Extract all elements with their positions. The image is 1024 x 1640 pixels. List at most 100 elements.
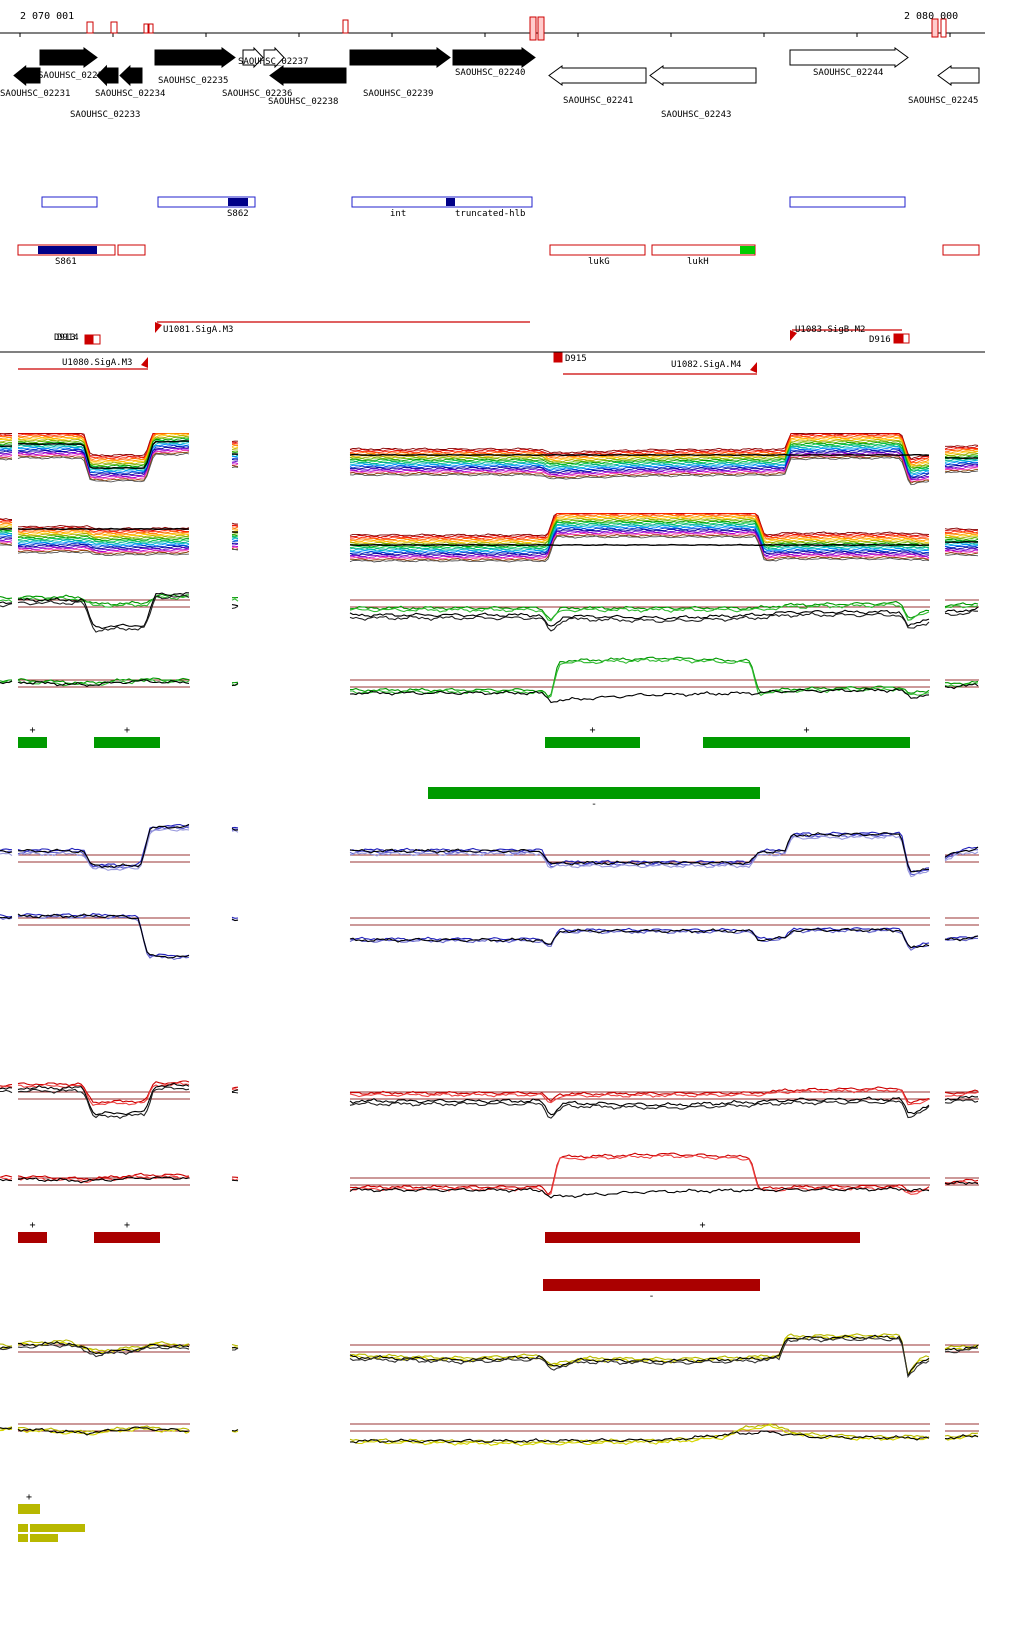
condition-fwd-red-A-line — [349, 1096, 930, 1116]
all-conditions-rev-line — [231, 539, 239, 541]
gene-label: SAOUHSC_02233 — [70, 110, 141, 120]
red-feature-row-filled-segment — [38, 246, 97, 254]
red-feature-row-box[interactable] — [117, 244, 146, 256]
tss-flag[interactable] — [790, 330, 797, 341]
all-conditions-fwd-line — [231, 465, 239, 467]
all-conditions-rev-line — [944, 553, 979, 557]
all-conditions-rev-line — [944, 549, 979, 553]
all-conditions-fwd-line — [17, 443, 190, 473]
feature-label: int — [390, 209, 407, 219]
ruler-terminator-marker[interactable] — [537, 16, 545, 41]
gene-label: SAOUHSC_02231 — [0, 89, 71, 99]
ruler-terminator-marker[interactable] — [143, 23, 149, 34]
ruler-terminator-marker[interactable] — [86, 21, 94, 34]
ruler-terminator-marker[interactable] — [148, 23, 154, 34]
gene-arrow[interactable] — [349, 47, 451, 68]
all-conditions-fwd-line — [944, 447, 978, 451]
gene-arrow[interactable] — [269, 65, 347, 86]
green-plus-segments-bar[interactable] — [545, 737, 640, 748]
gene-arrow[interactable] — [452, 47, 536, 68]
terminator-marker[interactable] — [893, 333, 903, 344]
all-conditions-rev-line — [349, 513, 930, 541]
condition-rev-blue-B-line — [0, 916, 13, 920]
gene-arrow[interactable] — [937, 65, 980, 86]
red-feature-row-box[interactable] — [651, 244, 756, 256]
all-conditions-rev-line — [944, 531, 979, 535]
blue-feature-row-box[interactable] — [41, 196, 98, 208]
yellow-plus-segment-bar[interactable] — [18, 1504, 40, 1514]
all-conditions-fwd-line — [349, 444, 930, 474]
yellow-extra-row-2-bar[interactable] — [18, 1534, 28, 1542]
all-conditions-fwd-line — [349, 439, 930, 468]
all-conditions-rev-line — [349, 517, 930, 545]
ruler-terminator-marker[interactable] — [529, 16, 537, 41]
all-conditions-rev-line — [17, 546, 190, 553]
terminator-marker[interactable] — [553, 352, 563, 363]
green-plus-segments-bar[interactable] — [18, 737, 47, 748]
gene-arrow[interactable] — [96, 64, 119, 87]
ruler-terminator-marker[interactable] — [110, 21, 118, 34]
condition-rev-blue-A-line — [349, 833, 930, 876]
all-conditions-rev-line — [0, 544, 13, 547]
all-conditions-fwd-line — [0, 452, 13, 455]
red-feature-row-box[interactable] — [549, 244, 646, 256]
all-conditions-fwd-line — [18, 437, 190, 468]
terminator-marker[interactable] — [84, 334, 93, 345]
tss-flag[interactable] — [750, 362, 757, 373]
all-conditions-rev-line — [17, 527, 190, 531]
red-plus-segments-bar[interactable] — [545, 1232, 860, 1243]
all-conditions-fwd-line — [0, 454, 13, 457]
condition-fwd-red-A-line — [17, 1086, 190, 1119]
green-minus-segment-bar[interactable] — [428, 787, 760, 799]
tss-flag[interactable] — [155, 322, 162, 333]
gene-arrow[interactable] — [154, 47, 236, 68]
yellow-extra-row-2-bar[interactable] — [30, 1534, 58, 1542]
gene-arrow[interactable] — [242, 46, 264, 69]
tss-flag[interactable] — [141, 357, 148, 368]
condition-yellow-A-line — [0, 1343, 13, 1347]
yellow-extra-row-1-bar[interactable] — [30, 1524, 85, 1532]
all-conditions-fwd-line — [944, 453, 979, 458]
gene-arrow[interactable] — [548, 65, 647, 86]
all-conditions-fwd-line — [349, 452, 930, 481]
gene-arrow[interactable] — [263, 46, 285, 69]
all-conditions-rev-line — [944, 536, 979, 539]
all-conditions-rev-line — [944, 530, 979, 534]
gene-arrow[interactable] — [649, 65, 757, 86]
blue-feature-row-box[interactable] — [351, 196, 533, 208]
tss-label: U1081.SigA.M3 — [163, 325, 234, 335]
blue-feature-row-box[interactable] — [789, 196, 906, 208]
blue-feature-row-box[interactable] — [157, 196, 256, 208]
condition-rev-blue-A-line — [0, 848, 13, 852]
gene-arrow[interactable] — [13, 64, 41, 87]
all-conditions-rev-line — [17, 535, 189, 542]
red-minus-segment-bar[interactable] — [543, 1279, 760, 1291]
terminator-marker[interactable] — [902, 333, 910, 344]
red-plus-segments-bar[interactable] — [18, 1232, 47, 1243]
all-conditions-rev-line — [231, 526, 239, 529]
condition-fwd-green-A-line — [17, 592, 190, 630]
gene-arrow[interactable] — [39, 47, 98, 68]
gene-arrow[interactable] — [789, 47, 909, 68]
all-conditions-rev-line — [0, 520, 13, 523]
all-conditions-rev-line — [349, 531, 930, 559]
all-conditions-rev-line — [17, 538, 190, 544]
gene-label: SAOUHSC_02232 — [38, 71, 109, 81]
all-conditions-rev-line — [0, 519, 13, 522]
red-feature-row-box[interactable] — [942, 244, 980, 256]
all-conditions-rev-line — [0, 540, 13, 542]
terminator-marker[interactable] — [92, 334, 101, 345]
ruler-terminator-marker[interactable] — [931, 18, 939, 38]
green-plus-segments-bar[interactable] — [703, 737, 910, 748]
all-conditions-rev-line — [0, 538, 13, 541]
green-plus-segments-bar[interactable] — [94, 737, 160, 748]
ruler-terminator-marker[interactable] — [940, 18, 947, 38]
red-plus-segments-bar[interactable] — [94, 1232, 160, 1243]
ruler-terminator-marker[interactable] — [342, 19, 349, 34]
gene-arrow[interactable] — [119, 64, 143, 87]
all-conditions-rev-line — [231, 535, 239, 538]
condition-rev-blue-B-line — [349, 928, 930, 951]
condition-yellow-B-line — [944, 1434, 979, 1441]
yellow-extra-row-1-bar[interactable] — [18, 1524, 28, 1532]
condition-fwd-green-A-line — [349, 609, 930, 628]
